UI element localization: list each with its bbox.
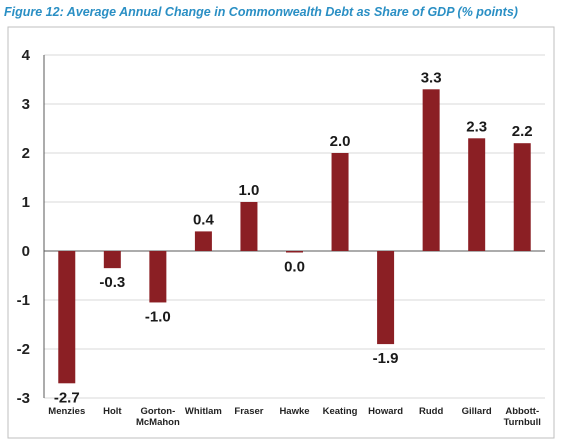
category-label: Holt <box>103 406 122 417</box>
bar <box>331 153 349 251</box>
y-tick-label: -2 <box>17 341 30 358</box>
bar <box>422 89 440 251</box>
y-tick-label: 4 <box>22 47 31 64</box>
bar <box>513 143 531 251</box>
data-label: 2.3 <box>466 118 487 135</box>
category-label: Abbott- <box>505 406 539 417</box>
y-tick-label: 2 <box>22 145 30 162</box>
bar <box>468 138 486 251</box>
bar <box>240 202 258 251</box>
category-label: Turnbull <box>504 417 541 428</box>
figure-title: Figure 12: Average Annual Change in Comm… <box>4 5 518 19</box>
data-label: -1.9 <box>373 350 399 367</box>
y-tick-label: 1 <box>22 194 30 211</box>
category-label: Whitlam <box>185 406 222 417</box>
chart-frame <box>7 26 555 439</box>
category-label: Gorton- <box>140 406 175 417</box>
data-label: 2.2 <box>512 123 533 140</box>
data-label: 2.0 <box>330 133 351 150</box>
bar <box>103 251 121 269</box>
bar <box>194 231 212 251</box>
data-label: 1.0 <box>239 182 260 199</box>
category-label: Hawke <box>279 406 309 417</box>
bar <box>149 251 167 303</box>
bar <box>377 251 395 345</box>
data-label: 3.3 <box>421 69 442 86</box>
bar <box>58 251 76 384</box>
data-label: -2.7 <box>54 389 80 406</box>
bar <box>286 251 303 253</box>
category-label: Keating <box>323 406 358 417</box>
y-tick-label: 0 <box>22 243 30 260</box>
data-label: 0.0 <box>284 258 305 275</box>
data-label: 0.4 <box>193 211 215 228</box>
category-label: Rudd <box>419 406 443 417</box>
y-tick-label: -3 <box>17 390 30 407</box>
category-label: McMahon <box>136 417 180 428</box>
data-label: -1.0 <box>145 308 171 325</box>
y-tick-label: 3 <box>22 96 30 113</box>
y-tick-label: -1 <box>17 292 30 309</box>
category-label: Howard <box>368 406 403 417</box>
data-label: -0.3 <box>99 274 125 291</box>
category-label: Gillard <box>462 406 492 417</box>
category-label: Menzies <box>48 406 85 417</box>
category-label: Fraser <box>234 406 263 417</box>
